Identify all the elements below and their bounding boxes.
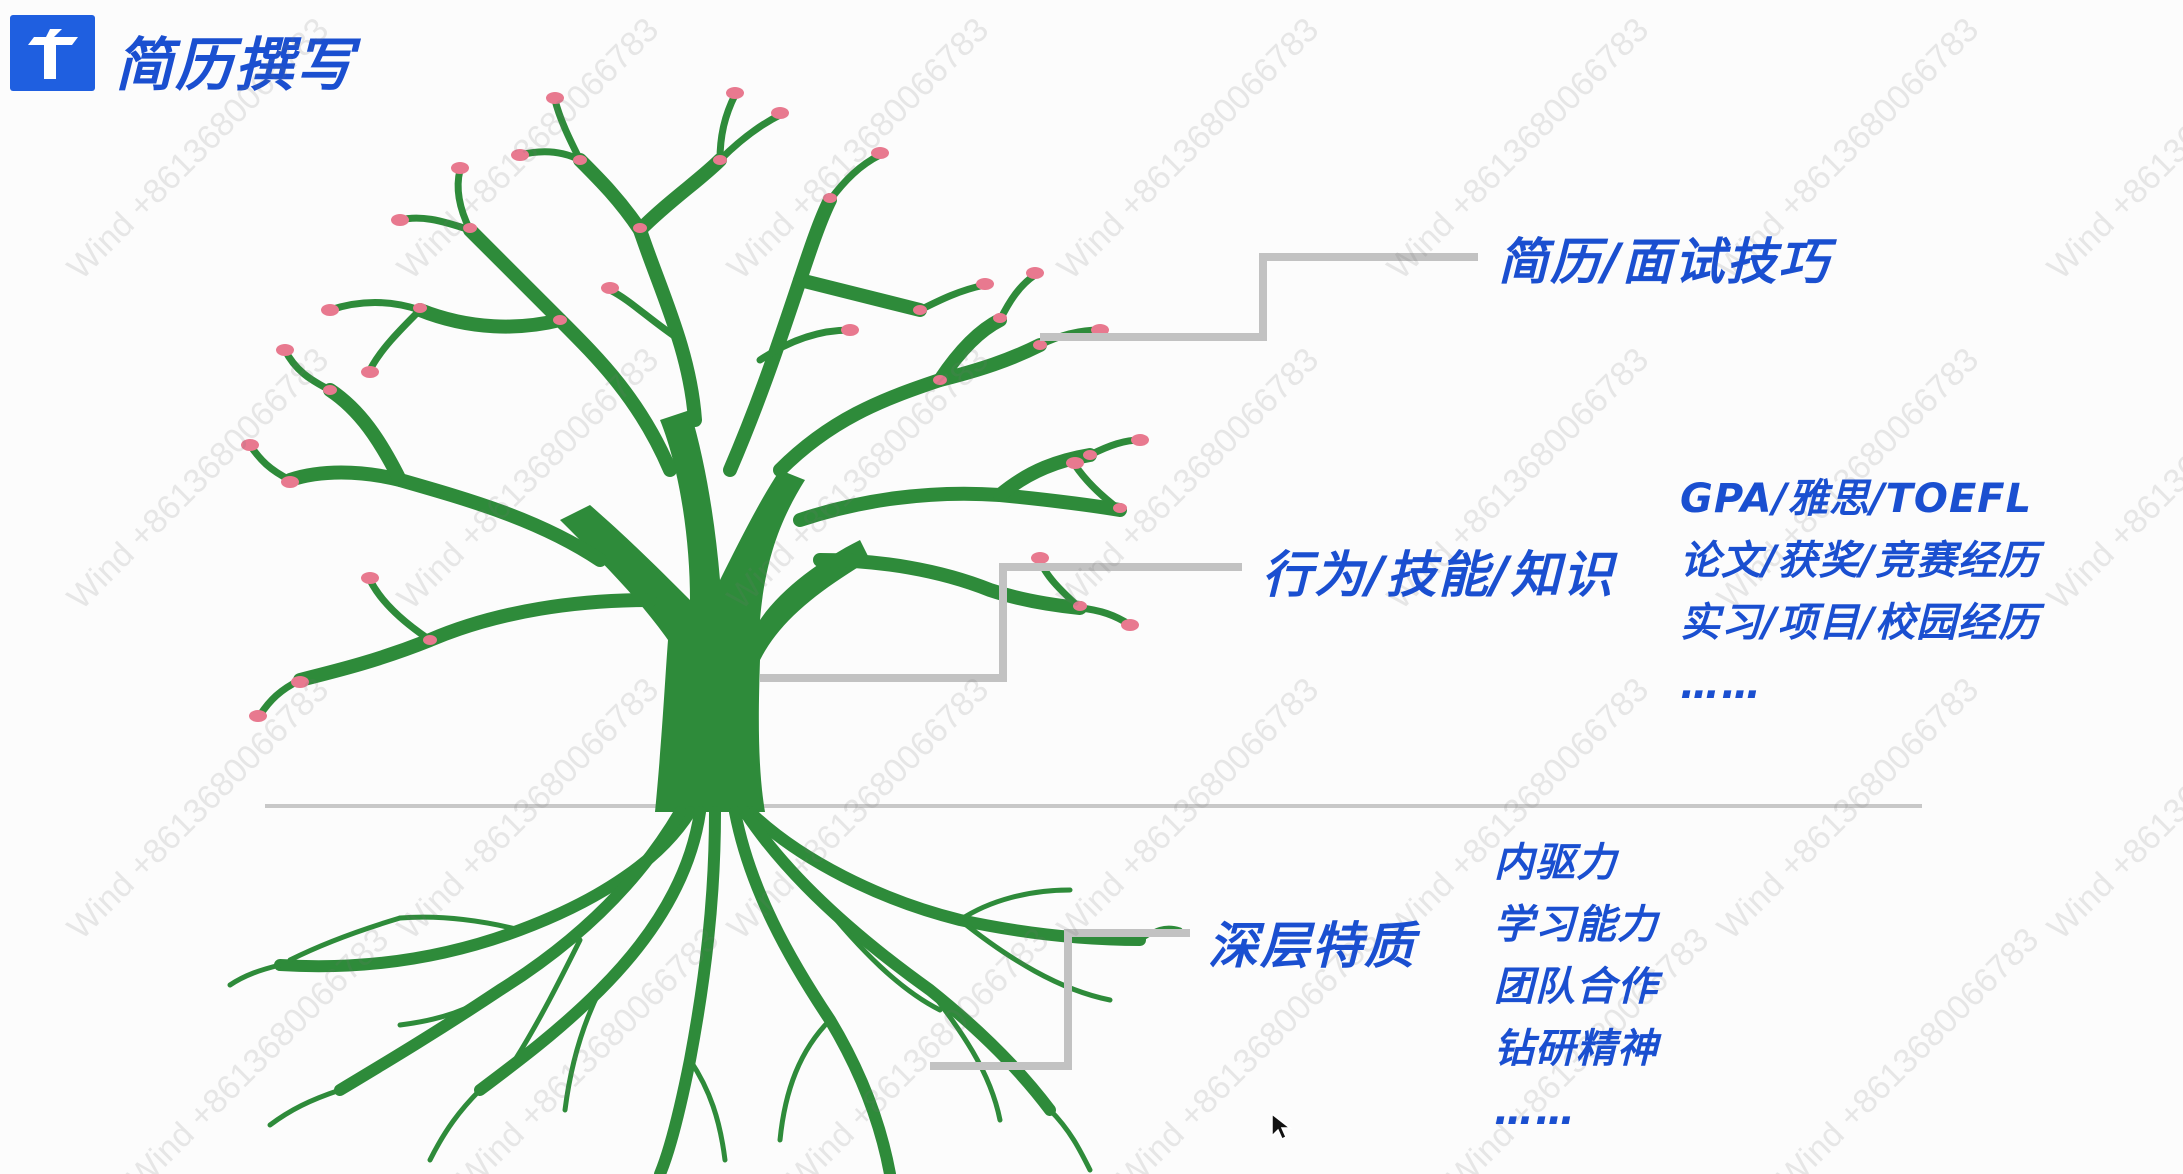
list-item: 实习/项目/校园经历: [1680, 600, 2040, 646]
list-item: GPA/雅思/TOEFL: [1680, 476, 2033, 522]
connector-top: [1040, 253, 1478, 341]
level-bottom-title: 深层特质: [1208, 917, 1416, 975]
list-item: 论文/获奖/竞赛经历: [1680, 538, 2040, 584]
mouse-cursor-icon: [1271, 1112, 1292, 1141]
list-item: ……: [1494, 1088, 1576, 1134]
level-middle-title: 行为/技能/知识: [1262, 546, 1615, 604]
list-item: 团队合作: [1494, 964, 1658, 1010]
tree-illustration: [227, 91, 1183, 1174]
tree-t-logo-icon: [10, 15, 95, 91]
connector-bottom: [930, 929, 1190, 1070]
list-item: 内驱力: [1494, 840, 1617, 886]
list-item: 钻研精神: [1494, 1026, 1658, 1072]
list-item: 学习能力: [1494, 902, 1658, 948]
list-item: ……: [1680, 662, 1762, 708]
level-middle-list: GPA/雅思/TOEFL 论文/获奖/竞赛经历 实习/项目/校园经历 ……: [1680, 468, 2039, 716]
blossoms: [241, 87, 1149, 722]
connector-middle: [760, 563, 1242, 682]
page-title: 简历撰写: [115, 31, 356, 99]
level-bottom-list: 内驱力 学习能力 团队合作 钻研精神 ……: [1494, 832, 1658, 1142]
level-top-title: 简历/面试技巧: [1498, 233, 1831, 291]
